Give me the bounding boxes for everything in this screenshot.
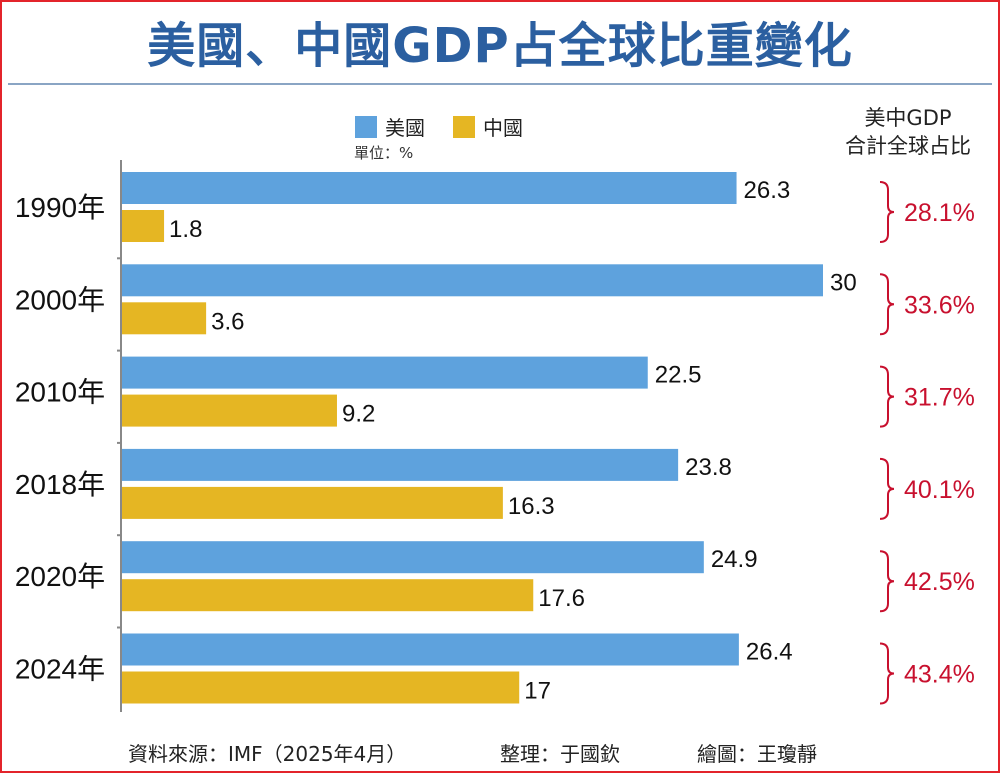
footer-source: 資料來源：IMF（2025年4月） — [128, 742, 407, 766]
bar-china — [122, 579, 534, 612]
value-label-us: 23.8 — [685, 454, 732, 481]
combined-share-header-line1: 美中GDP — [864, 106, 952, 130]
category-label: 2024年 — [15, 654, 105, 685]
brace-icon — [879, 273, 895, 336]
unit-label: 單位：% — [354, 144, 414, 162]
legend-label-us: 美國 — [385, 116, 425, 140]
combined-share-label: 31.7% — [904, 384, 975, 412]
category-label: 1990年 — [15, 192, 105, 223]
combined-share-label: 43.4% — [904, 661, 975, 689]
brace-icon — [879, 642, 895, 705]
bar-us — [122, 172, 737, 204]
legend-swatch-china — [453, 115, 475, 138]
chart-title: 美國、中國GDP占全球比重變化 — [147, 18, 853, 74]
footer-artist: 繪圖：王瓊靜 — [697, 742, 817, 766]
value-label-china: 1.8 — [169, 216, 202, 243]
combined-share-label: 28.1% — [904, 199, 975, 227]
brace-icon — [879, 550, 895, 613]
category-label: 2010年 — [15, 377, 105, 408]
legend-swatch-us — [355, 115, 377, 138]
category-label: 2000年 — [15, 284, 105, 315]
value-label-us: 22.5 — [655, 362, 702, 389]
combined-share-header-line2: 合計全球占比 — [845, 134, 971, 158]
bar-china — [122, 210, 165, 242]
title-divider — [8, 83, 992, 85]
category-label: 2018年 — [15, 469, 105, 500]
value-label-us: 24.9 — [711, 546, 758, 573]
value-label-us: 30 — [830, 269, 857, 296]
combined-share-label: 33.6% — [904, 291, 975, 319]
brace-icon — [879, 365, 895, 428]
value-label-china: 16.3 — [508, 493, 555, 520]
value-label-china: 17.6 — [538, 585, 585, 612]
bar-us — [122, 633, 739, 666]
bar-china — [122, 302, 207, 335]
legend-label-china: 中國 — [483, 116, 523, 140]
value-label-china: 9.2 — [342, 401, 375, 428]
category-label: 2020年 — [15, 561, 105, 592]
bar-china — [122, 486, 503, 519]
legend: 美國 中國 — [355, 112, 543, 141]
value-label-china: 3.6 — [211, 308, 244, 335]
brace-icon — [879, 457, 895, 520]
bar-us — [122, 264, 823, 297]
combined-share-label: 40.1% — [904, 476, 975, 504]
brace-icon — [879, 181, 895, 243]
combined-share-header: 美中GDP 合計全球占比 — [818, 104, 998, 160]
bar-us — [122, 448, 679, 481]
bar-china — [122, 394, 337, 427]
value-label-us: 26.4 — [746, 639, 793, 666]
bar-us — [122, 541, 704, 574]
footer-editor: 整理：于國欽 — [500, 742, 620, 766]
bar-china — [122, 671, 520, 704]
bar-us — [122, 356, 648, 389]
value-label-china: 17 — [524, 678, 551, 705]
combined-share-label: 42.5% — [904, 568, 975, 596]
value-label-us: 26.3 — [744, 177, 791, 204]
